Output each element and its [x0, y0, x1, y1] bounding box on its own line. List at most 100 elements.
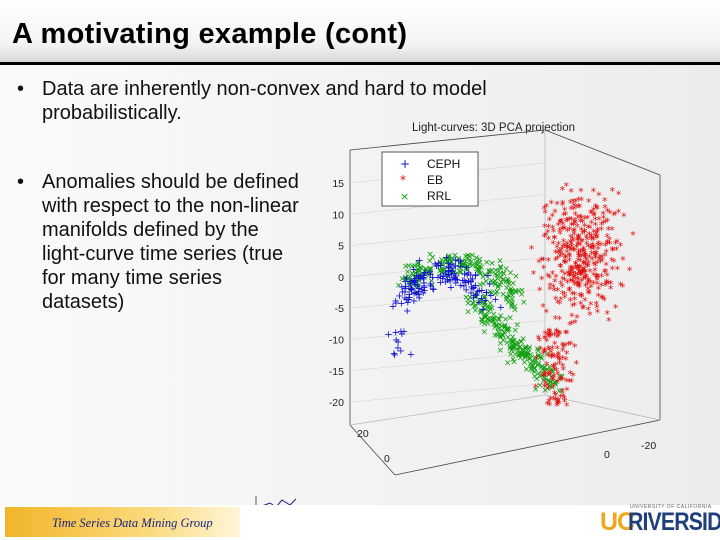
rrl-point: × [512, 288, 520, 298]
eb-point: * [557, 375, 563, 388]
rrl-point: × [507, 285, 515, 295]
eb-point: * [580, 265, 586, 278]
eb-point: * [577, 267, 583, 280]
eb-point: * [553, 394, 559, 407]
rrl-point: × [408, 269, 416, 279]
rrl-point: × [439, 261, 447, 271]
rrl-point: × [518, 290, 526, 300]
ceph-point: + [394, 343, 402, 354]
rrl-point: × [483, 303, 491, 313]
rrl-point: × [504, 333, 512, 343]
legend-marker-eb: * [400, 173, 406, 187]
rrl-point: × [535, 369, 543, 379]
eb-point: * [569, 266, 575, 279]
eb-point: * [572, 294, 578, 307]
rrl-point: × [448, 258, 456, 268]
eb-point: * [618, 240, 624, 253]
rrl-point: × [503, 295, 511, 305]
eb-point: * [536, 333, 542, 346]
eb-point: * [602, 202, 608, 215]
rrl-point: × [472, 302, 480, 312]
eb-point: * [555, 397, 561, 410]
eb-point: * [554, 332, 560, 345]
ceph-point: + [427, 281, 435, 292]
rrl-point: × [478, 263, 486, 273]
eb-point: * [554, 242, 560, 255]
eb-point: * [585, 276, 591, 289]
rrl-point: × [428, 276, 436, 286]
eb-point: * [579, 292, 585, 305]
ceph-point: + [407, 283, 415, 294]
ceph-point: + [392, 298, 400, 309]
eb-point: * [599, 271, 605, 284]
rrl-point: × [422, 265, 430, 275]
eb-point: * [599, 292, 605, 305]
eb-point: * [611, 256, 617, 269]
eb-point: * [566, 270, 572, 283]
ceph-point: + [415, 289, 423, 300]
rrl-point: × [402, 273, 410, 283]
eb-point: * [568, 276, 574, 289]
eb-point: * [557, 245, 563, 258]
ceph-point: + [451, 261, 459, 272]
eb-point: * [564, 247, 570, 260]
eb-point: * [570, 370, 576, 383]
rrl-point: × [526, 359, 534, 369]
rrl-point: × [515, 286, 523, 296]
eb-point: * [577, 282, 583, 295]
rrl-point: × [540, 363, 548, 373]
rrl-point: × [444, 257, 452, 267]
ceph-point: + [443, 271, 451, 282]
rrl-point: × [439, 269, 447, 279]
eb-point: * [554, 365, 560, 378]
eb-point: * [557, 314, 563, 327]
rrl-point: × [472, 306, 480, 316]
rrl-point: × [535, 359, 543, 369]
rrl-point: × [418, 271, 426, 281]
eb-point: * [602, 250, 608, 263]
eb-point: * [557, 217, 563, 230]
rrl-point: × [506, 344, 514, 354]
eb-point: * [588, 207, 594, 220]
rrl-point: × [439, 266, 447, 276]
ceph-point: + [412, 288, 420, 299]
bullet-dot: • [17, 78, 25, 100]
ceph-point: + [420, 282, 428, 293]
eb-point: * [579, 236, 585, 249]
eb-point: * [564, 348, 570, 361]
eb-point: * [579, 224, 585, 237]
eb-point: * [575, 235, 581, 248]
rrl-point: × [503, 284, 511, 294]
rrl-point: × [499, 336, 507, 346]
eb-point: * [611, 209, 617, 222]
eb-point: * [569, 263, 575, 276]
eb-point: * [547, 325, 553, 338]
x-tick-label: 0 [384, 453, 390, 465]
rrl-point: × [429, 253, 437, 263]
content-area [0, 65, 720, 505]
eb-point: * [558, 261, 564, 274]
rrl-point: × [505, 277, 513, 287]
eb-point: * [597, 251, 603, 264]
rrl-point: × [510, 344, 518, 354]
rrl-point: × [481, 293, 489, 303]
rrl-point: × [421, 267, 429, 277]
eb-point: * [577, 201, 583, 214]
eb-point: * [556, 350, 562, 363]
rrl-point: × [449, 254, 457, 264]
rrl-point: × [509, 341, 517, 351]
legend: + CEPH * EB × RRL [381, 151, 479, 207]
rrl-point: × [497, 311, 505, 321]
rrl-point: × [521, 344, 529, 354]
eb-point: * [605, 238, 611, 251]
rrl-point: × [524, 348, 532, 358]
rrl-point: × [446, 255, 454, 265]
eb-point: * [589, 254, 595, 267]
rrl-point: × [532, 353, 540, 363]
eb-point: * [544, 335, 550, 348]
ceph-point: + [411, 278, 419, 289]
rrl-point: × [547, 366, 555, 376]
eb-point: * [573, 258, 579, 271]
rrl-point: × [492, 266, 500, 276]
eb-point: * [543, 370, 549, 383]
